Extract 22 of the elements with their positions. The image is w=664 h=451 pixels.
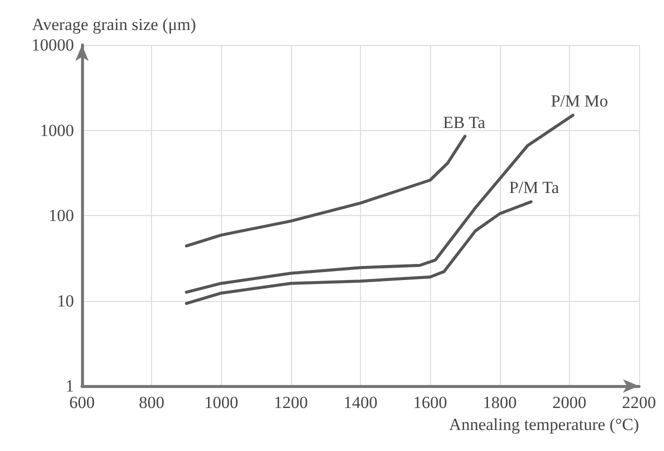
series-label: EB Ta <box>442 112 486 132</box>
x-tick-label: 1000 <box>204 393 238 412</box>
x-tick-label: 2200 <box>622 393 656 412</box>
x-tick-label: 1200 <box>274 393 308 412</box>
x-tick-label: 2000 <box>552 393 586 412</box>
x-tick-label: 1800 <box>482 393 517 412</box>
y-tick-label: 10000 <box>32 36 74 54</box>
y-tick-label: 10 <box>57 291 74 310</box>
x-tick-label: 600 <box>69 393 95 412</box>
line-series <box>184 134 466 248</box>
y-axis-title: Average grain size (μm) <box>32 15 196 34</box>
x-tick-label: 1600 <box>413 393 448 412</box>
y-tick-label: 100 <box>48 206 74 225</box>
x-axis-title: Annealing temperature (°C) <box>449 415 639 434</box>
x-tick-label: 1400 <box>344 393 378 412</box>
line-series <box>184 114 574 294</box>
series-label: P/M Mo <box>550 92 608 111</box>
y-tick-label: 1000 <box>40 120 74 140</box>
x-tick-label: 800 <box>138 393 164 412</box>
y-tick-label: 1 <box>66 376 74 396</box>
line-series <box>184 200 533 305</box>
series-label: P/M Ta <box>509 178 560 198</box>
